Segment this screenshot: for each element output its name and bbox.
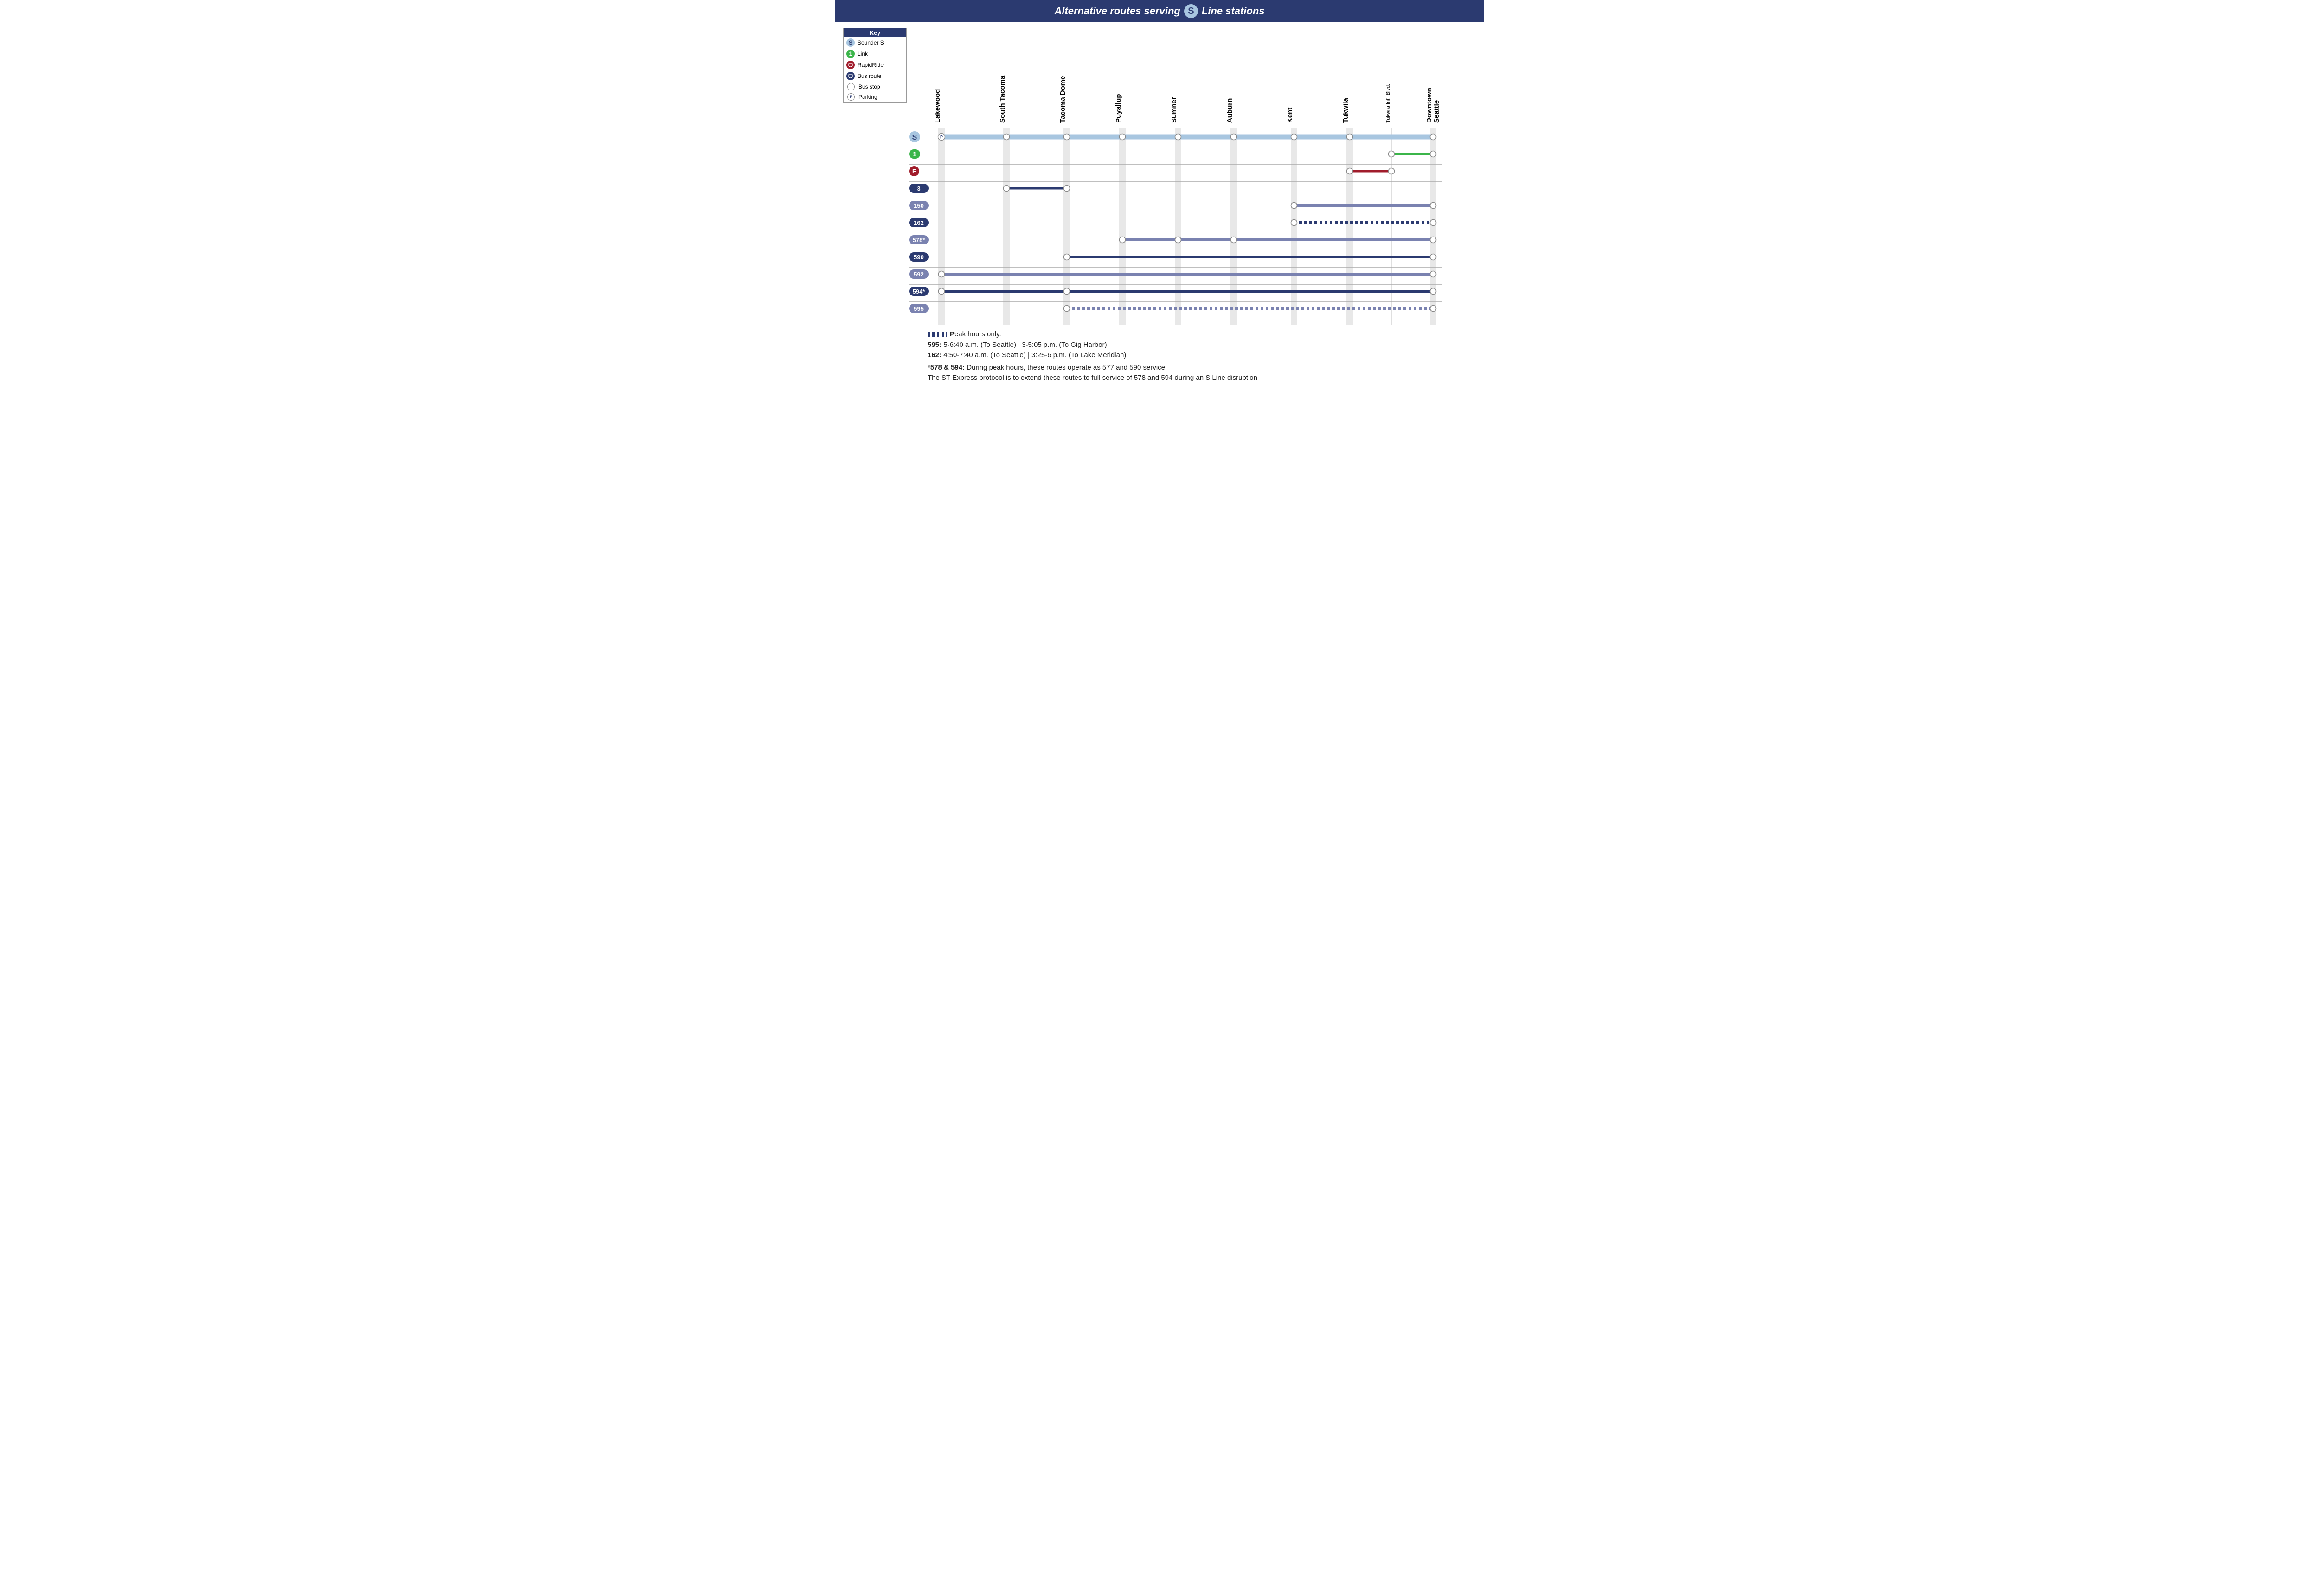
bus-stop xyxy=(1430,306,1436,312)
route-badge: 590 xyxy=(914,254,924,261)
station-label: Sumner xyxy=(1170,97,1178,123)
footer-star: During peak hours, these routes operate … xyxy=(965,364,1167,372)
bus-stop xyxy=(1120,134,1126,140)
bus-stop xyxy=(1430,288,1436,295)
bus-stop xyxy=(1231,237,1237,243)
bus-stop xyxy=(1004,186,1010,192)
station-label: Auburn xyxy=(1226,98,1234,123)
footer-162: 4:50-7:40 a.m. (To Seattle) | 3:25-6 p.m… xyxy=(942,351,1126,359)
route-chart: Lakewood South Tacoma Tacoma Dome Puyallup S… xyxy=(835,28,1484,325)
bus-stop xyxy=(1347,168,1353,174)
bus-stop xyxy=(1064,134,1070,140)
bus-stop xyxy=(1291,220,1297,226)
legend-link: Link xyxy=(858,51,868,57)
footer-595-label: 595: xyxy=(928,341,942,349)
route-badge-s: S xyxy=(912,134,917,141)
parking-icon: P xyxy=(847,93,855,101)
busroute-icon xyxy=(846,72,855,80)
station-label: Kent xyxy=(1286,108,1294,123)
route-badge: 3 xyxy=(917,185,920,192)
bus-stop xyxy=(939,288,945,295)
dashed-sample-icon xyxy=(928,332,947,337)
bus-stop xyxy=(1430,271,1436,277)
busstop-icon xyxy=(847,83,855,90)
route-badge: 592 xyxy=(914,271,924,278)
station-label: Tacoma Dome xyxy=(1059,76,1067,123)
bus-stop xyxy=(1347,134,1353,140)
station-label: Puyallup xyxy=(1115,94,1122,123)
route-badge: 578* xyxy=(913,237,926,244)
footer-162-label: 162: xyxy=(928,351,942,359)
bus-stop xyxy=(1389,151,1395,157)
footer-star2: The ST Express protocol is to extend the… xyxy=(928,373,1484,384)
bus-stop xyxy=(1004,134,1010,140)
footer-star-label: *578 & 594: xyxy=(928,364,965,372)
bus-stop xyxy=(1430,151,1436,157)
bus-stop xyxy=(1291,134,1297,140)
legend-rapidride: RapidRide xyxy=(858,62,884,68)
legend-header: Key xyxy=(844,28,906,37)
bus-stop xyxy=(1064,186,1070,192)
legend-parking: Parking xyxy=(858,94,878,100)
station-label: Tukwila Int'l Blvd. xyxy=(1385,84,1391,123)
title-suffix: Line stations xyxy=(1202,5,1265,17)
footer-notes: Peak hours only. 595: 5-6:40 a.m. (To Se… xyxy=(928,329,1484,384)
station-label: South Tacoma xyxy=(999,75,1006,123)
rapidride-icon xyxy=(846,61,855,69)
legend-busstop: Bus stop xyxy=(858,83,880,90)
route-badge: 150 xyxy=(914,202,924,209)
route-badge: 162 xyxy=(914,219,924,226)
station-label: Lakewood xyxy=(934,89,942,123)
bus-stop xyxy=(1430,203,1436,209)
route-badge: 594* xyxy=(913,288,926,295)
bus-stop xyxy=(939,271,945,277)
bus-stop xyxy=(1430,237,1436,243)
footer-595: 5-6:40 a.m. (To Seattle) | 3-5:05 p.m. (… xyxy=(942,341,1107,349)
bus-stop xyxy=(1231,134,1237,140)
legend-busroute: Bus route xyxy=(858,73,881,79)
parking-marker: P xyxy=(940,135,943,140)
title-prefix: Alternative routes serving xyxy=(1054,5,1180,17)
bus-stop xyxy=(1175,237,1181,243)
footer-peak: eak hours only. xyxy=(955,330,1001,338)
bus-stop xyxy=(1064,254,1070,260)
bus-stop xyxy=(1430,220,1436,226)
legend-box: Key SSounder S 1Link RapidRide Bus route… xyxy=(843,28,907,103)
station-label: Tukwila xyxy=(1342,97,1350,123)
bus-stop xyxy=(1064,288,1070,295)
sounder-icon: S xyxy=(846,38,855,47)
bus-stop xyxy=(1430,254,1436,260)
bus-stop xyxy=(1389,168,1395,174)
bus-stop xyxy=(1064,306,1070,312)
legend-sounder: Sounder S xyxy=(858,39,884,46)
bus-stop xyxy=(1430,134,1436,140)
title-s-badge: S xyxy=(1184,4,1198,18)
station-label: Seattle xyxy=(1433,100,1441,123)
bus-stop xyxy=(1291,203,1297,209)
route-badge: 595 xyxy=(914,305,924,312)
route-badge-link: 1 xyxy=(913,150,916,158)
title-bar: Alternative routes serving S Line statio… xyxy=(835,0,1484,22)
bus-stop xyxy=(1120,237,1126,243)
route-badge-rr: F xyxy=(912,168,916,175)
link-icon: 1 xyxy=(846,50,855,58)
station-label: Downtown xyxy=(1425,88,1433,123)
bus-stop xyxy=(1175,134,1181,140)
